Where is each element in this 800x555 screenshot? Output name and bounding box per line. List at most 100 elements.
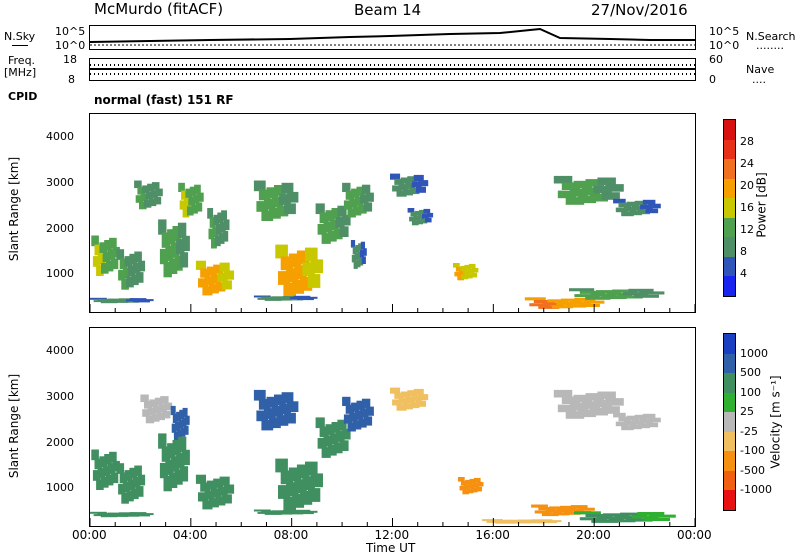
power-cell xyxy=(553,175,573,184)
velocity-patch xyxy=(458,477,484,495)
velocity-cell xyxy=(170,456,180,472)
velocity-cell xyxy=(286,401,299,412)
x-tick-label: 12:00 xyxy=(374,528,410,542)
colorbar-tick-label: 16 xyxy=(740,201,754,214)
power-cell xyxy=(455,266,463,272)
colorbar-tick-label: 100 xyxy=(740,385,761,399)
velocity-cell xyxy=(648,417,661,423)
velocity-cell xyxy=(208,498,219,508)
power-cell xyxy=(90,297,107,300)
power-cell xyxy=(143,200,152,208)
power-cell xyxy=(355,245,360,253)
power-cell xyxy=(349,198,358,208)
power-cell xyxy=(184,198,191,208)
power-cell xyxy=(127,265,136,276)
sky-right-tick-top: 10^5 xyxy=(709,25,740,38)
velocity-cell xyxy=(578,507,595,511)
velocity-cell xyxy=(162,410,171,419)
velocity-cell xyxy=(268,511,286,514)
nave-label: Nave xyxy=(746,63,775,76)
power-cell xyxy=(542,302,564,306)
velocity-cell xyxy=(305,461,318,476)
power-patch xyxy=(342,182,374,218)
velocity-plot-frame xyxy=(89,327,696,527)
velocity-cell xyxy=(623,420,637,426)
power-cell xyxy=(116,249,125,260)
power-cell xyxy=(407,208,415,213)
power-cell xyxy=(352,246,357,255)
power-patch xyxy=(195,260,235,296)
power-patch xyxy=(407,208,434,226)
velocity-cell xyxy=(302,476,315,491)
velocity-cell xyxy=(271,405,284,417)
velocity-cell xyxy=(342,396,351,406)
velocity-cell xyxy=(165,459,174,475)
colorbar-segment xyxy=(724,470,735,491)
power-cell xyxy=(185,188,193,198)
velocity-cell xyxy=(553,389,573,398)
velocity-cell xyxy=(545,509,563,513)
velocity-cell xyxy=(577,409,597,418)
power-cell xyxy=(354,253,359,261)
velocity-cell xyxy=(176,453,185,469)
velocity-cell xyxy=(177,429,183,439)
power-cell xyxy=(206,266,217,276)
power-patch xyxy=(350,240,367,269)
power-cell xyxy=(351,188,360,198)
power-cell xyxy=(198,278,209,288)
power-cell xyxy=(219,221,226,233)
power-cell xyxy=(274,185,286,196)
colorbar-segment xyxy=(724,392,735,413)
power-cell xyxy=(94,244,103,256)
power-cell xyxy=(168,258,178,274)
power-cell xyxy=(617,295,643,299)
power-cell xyxy=(415,186,426,193)
velocity-cell xyxy=(131,488,139,500)
velocity-patch xyxy=(390,387,429,411)
x-tick-label: 00:00 xyxy=(677,528,712,542)
power-cell xyxy=(560,298,582,302)
power-cell xyxy=(361,184,371,194)
power-cell xyxy=(533,300,555,304)
velocity-cell xyxy=(552,512,570,516)
power-cell xyxy=(405,182,416,189)
power-cell xyxy=(189,186,197,196)
power-cell xyxy=(145,191,154,200)
power-patch xyxy=(524,297,605,309)
power-cell xyxy=(453,263,460,268)
velocity-cell xyxy=(167,443,176,459)
velocity-cell xyxy=(171,423,177,433)
power-cell xyxy=(286,298,304,301)
power-cell xyxy=(632,205,645,211)
freq-label: Freq. xyxy=(8,54,36,67)
velocity-cell xyxy=(154,397,164,406)
velocity-cell xyxy=(331,422,341,433)
velocity-cell xyxy=(96,479,104,490)
power-cell xyxy=(407,176,418,183)
power-cell xyxy=(211,237,217,249)
velocity-cell xyxy=(591,519,619,523)
power-cell xyxy=(416,219,423,225)
power-cell xyxy=(396,190,407,197)
power-cell xyxy=(129,298,147,301)
velocity-cell xyxy=(275,512,293,515)
velocity-cell xyxy=(156,412,165,421)
velocity-cell xyxy=(589,407,608,416)
colorbar-segment xyxy=(724,139,735,160)
power-cell xyxy=(581,187,601,195)
colorbar-tick-label: 8 xyxy=(740,245,747,258)
power-cell xyxy=(394,178,405,185)
velocity-cell xyxy=(257,511,275,514)
velocity-cell xyxy=(176,411,182,421)
velocity-patch xyxy=(140,394,173,424)
power-cell xyxy=(212,226,219,237)
power-cell xyxy=(278,271,291,285)
power-cell xyxy=(628,288,654,292)
power-cell xyxy=(253,180,266,192)
power-patch xyxy=(207,208,230,249)
velocity-cell xyxy=(182,407,188,418)
power-cell xyxy=(390,173,401,180)
power-cell xyxy=(457,275,464,281)
power-cell xyxy=(623,292,649,296)
power-cell xyxy=(150,190,158,198)
